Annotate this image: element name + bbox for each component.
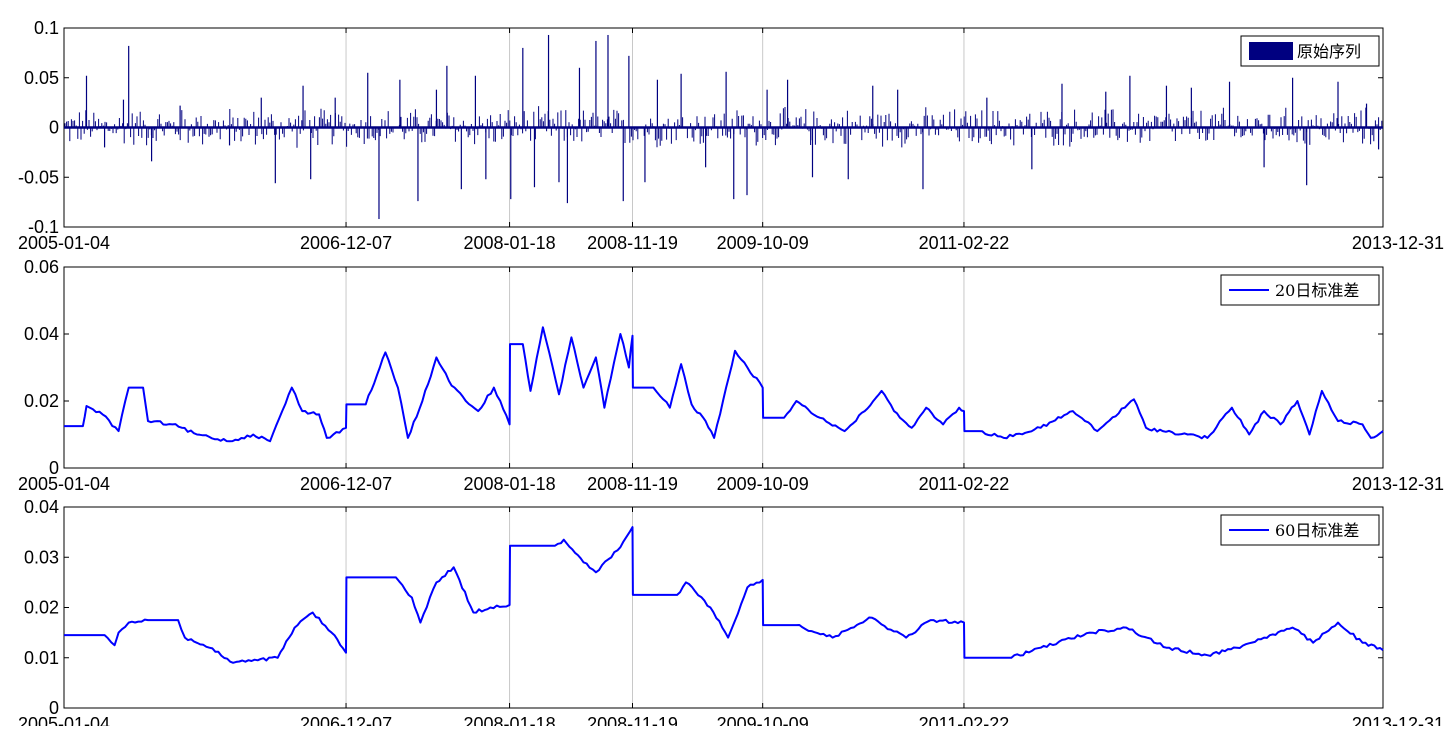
x-tick-label: 2006-12-07 <box>300 474 392 494</box>
raw-noise-spikes <box>64 106 1383 148</box>
legend: 20日标准差 <box>1220 274 1380 306</box>
x-tick-label: 2006-12-07 <box>300 233 392 253</box>
x-tick-label: 2005-01-04 <box>18 714 110 726</box>
axes-box <box>63 506 1384 709</box>
raw-series-texture <box>64 106 1383 148</box>
y-tick-label: 0.04 <box>24 324 59 344</box>
x-tick-label: 2013-12-31 <box>1352 714 1444 726</box>
x-tick-label: 2005-01-04 <box>18 474 110 494</box>
legend-label: 60日标准差 <box>1275 521 1359 540</box>
x-tick-label: 2009-10-09 <box>717 474 809 494</box>
chart-panel-1: -0.1 -0.05 0 0.05 0.1 2005-01-04 2006-12-07 200… <box>18 18 1444 253</box>
x-tick-label: 2011-02-22 <box>919 233 1010 253</box>
x-tick-label: 2008-01-18 <box>464 474 556 494</box>
x-tick-label: 2008-01-18 <box>464 233 556 253</box>
x-tick-label: 2008-11-19 <box>587 474 678 494</box>
x-tick-label: 2013-12-31 <box>1352 233 1444 253</box>
y-tick-label: -0.1 <box>28 217 59 237</box>
axes-box <box>63 266 1384 469</box>
x-tick-label: 2011-02-22 <box>919 714 1010 726</box>
std-series-line <box>64 326 1384 443</box>
x-tick-label: 2011-02-22 <box>919 474 1010 494</box>
chart-panel-2: 0 0.02 0.04 0.06 2005-01-04 2006-12-07 2008-01… <box>18 257 1444 494</box>
x-tick-label: 2009-10-09 <box>717 714 809 726</box>
x-tick-label: 2008-11-19 <box>587 233 678 253</box>
legend-label: 原始序列 <box>1297 42 1361 61</box>
x-tick-label: 2013-12-31 <box>1352 474 1444 494</box>
y-tick-label: 0.1 <box>34 18 59 38</box>
y-tick-label: 0.02 <box>24 391 59 411</box>
std-series-line <box>64 526 1384 664</box>
y-tick-label: 0.03 <box>24 547 59 567</box>
legend-swatch <box>1249 42 1293 60</box>
y-tick-label: 0.01 <box>24 648 59 668</box>
y-tick-label: 0.02 <box>24 598 59 618</box>
y-tick-label: 0.04 <box>24 497 59 517</box>
x-tick-label: 2006-12-07 <box>300 714 392 726</box>
y-tick-label: 0 <box>49 458 59 478</box>
x-tick-label: 2008-01-18 <box>464 714 556 726</box>
x-tick-label: 2005-01-04 <box>18 233 110 253</box>
chart-panel-3: 0 0.01 0.02 0.03 0.04 2005-01-04 2006-12-07 200… <box>18 497 1444 731</box>
y-tick-label: -0.05 <box>18 167 59 187</box>
legend-label: 20日标准差 <box>1275 281 1359 300</box>
y-tick-label: 0 <box>49 698 59 718</box>
x-tick-label: 2009-10-09 <box>717 233 809 253</box>
x-tick-label: 2008-11-19 <box>587 714 678 726</box>
y-tick-label: 0.06 <box>24 257 59 277</box>
legend: 60日标准差 <box>1220 514 1380 546</box>
y-tick-label: 0.05 <box>24 68 59 88</box>
y-tick-label: 0 <box>49 118 59 138</box>
legend: 原始序列 <box>1240 35 1380 67</box>
